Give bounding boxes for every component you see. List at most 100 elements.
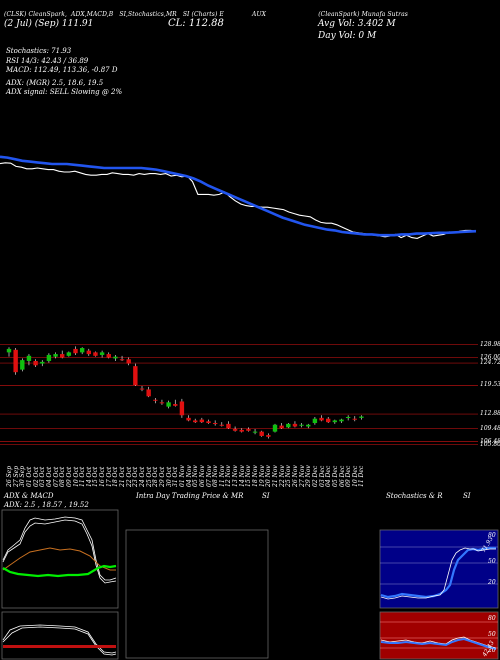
candle-body bbox=[326, 418, 331, 423]
stoch-d-line bbox=[380, 546, 496, 599]
candle-body bbox=[13, 349, 18, 373]
price-label: 112.88 bbox=[480, 410, 500, 418]
candle-body bbox=[299, 424, 304, 426]
candle-body bbox=[173, 404, 178, 406]
candle-body bbox=[212, 423, 218, 425]
rsi-level-20: 20 bbox=[488, 647, 496, 654]
intraday-panel-si: SI bbox=[262, 492, 270, 500]
candles bbox=[6, 346, 364, 439]
candle-body bbox=[40, 361, 45, 364]
rsi-panel bbox=[379, 611, 499, 660]
day-volume: Day Vol: 0 M bbox=[318, 31, 377, 41]
candle-body bbox=[199, 419, 205, 423]
price-chart bbox=[0, 155, 478, 445]
date-label: 05 Dec bbox=[331, 465, 339, 487]
date-label: 06 Nov bbox=[198, 465, 206, 487]
candle-body bbox=[126, 359, 131, 364]
candle-body bbox=[279, 425, 284, 429]
candle-body bbox=[86, 350, 91, 355]
candle-body bbox=[46, 354, 52, 361]
tab-label: AUX bbox=[252, 11, 266, 18]
macd-panel bbox=[1, 611, 119, 660]
price-label: 109.48 bbox=[480, 424, 500, 432]
macd-line bbox=[2, 624, 117, 654]
header-tabs: (CLSK) CleanSpark, ADX,MACD,B SI,Stochas… bbox=[4, 12, 494, 18]
candle-body bbox=[66, 352, 72, 356]
candle-body bbox=[286, 423, 291, 428]
avg-volume: Avg Vol: 3.402 M bbox=[318, 19, 396, 29]
candle-body bbox=[26, 355, 32, 361]
intraday-panel bbox=[125, 529, 269, 659]
candle-body bbox=[33, 360, 38, 366]
candle-body bbox=[319, 417, 324, 421]
stoch-panel-si: SI bbox=[463, 492, 471, 500]
candle-body bbox=[60, 354, 65, 358]
candle-body bbox=[266, 435, 271, 437]
candle-body bbox=[345, 416, 351, 418]
price-label: 124.72 bbox=[480, 359, 500, 367]
candle-body bbox=[146, 389, 151, 397]
adx-readout: ADX: (MGR) 2.5, 18.6, 19.5 bbox=[6, 79, 104, 87]
candle-body bbox=[252, 431, 258, 433]
candle-body bbox=[119, 359, 125, 361]
stoch-level-80: 80 bbox=[488, 532, 496, 539]
candle-body bbox=[232, 429, 238, 431]
candle-body bbox=[312, 418, 318, 424]
stochastics-readout: Stochastics: 71.93 bbox=[6, 47, 72, 55]
price-label: 128.98 bbox=[480, 340, 500, 348]
candle-body bbox=[219, 424, 224, 426]
rsi-level-80: 80 bbox=[488, 615, 496, 622]
candle-body bbox=[139, 388, 145, 390]
candle-body bbox=[20, 360, 25, 370]
rsi-line-2 bbox=[380, 637, 497, 650]
date-label: 02 Dec bbox=[311, 465, 319, 487]
candle-body bbox=[113, 356, 118, 359]
candle-body bbox=[339, 419, 344, 422]
adx-line-2 bbox=[2, 519, 117, 584]
price-label: 105.80 bbox=[480, 440, 500, 448]
moving-average-group bbox=[0, 155, 477, 239]
candle-body bbox=[226, 423, 231, 429]
candle-body bbox=[159, 402, 165, 404]
candle-body bbox=[193, 420, 198, 423]
candle-body bbox=[99, 352, 105, 355]
price-levels bbox=[0, 344, 478, 445]
stoch-level-50: 50 bbox=[488, 558, 496, 565]
candle-body bbox=[79, 348, 85, 353]
date-price: (2 Jul) (Sep) 111.91 bbox=[4, 19, 94, 29]
stoch-panel-title: Stochastics & R bbox=[386, 492, 443, 500]
tab-label: ADX,MACD,B bbox=[71, 11, 114, 18]
candle-body bbox=[53, 354, 58, 357]
adx-orange bbox=[2, 547, 116, 571]
price-line bbox=[0, 162, 477, 239]
price-label: 119.53 bbox=[480, 381, 500, 389]
candle-body bbox=[332, 420, 338, 423]
adx-panel-title: ADX & MACD bbox=[4, 492, 54, 500]
tab-label: (CLSK) CleanSpark, bbox=[4, 11, 67, 18]
candle-body bbox=[186, 417, 191, 421]
date-label: 11 Dec bbox=[358, 465, 366, 487]
candle-body bbox=[359, 416, 364, 418]
stoch-value: 71.93 bbox=[480, 535, 495, 554]
adx-signal: ADX signal: SELL Slowing @ 2% bbox=[6, 88, 123, 96]
date-label: 09 Oct bbox=[65, 466, 73, 487]
price-label: 126.00 bbox=[480, 353, 500, 361]
candle-body bbox=[153, 399, 158, 401]
moving-average-line bbox=[0, 155, 477, 237]
candle-body bbox=[206, 421, 211, 424]
candle-body bbox=[292, 423, 298, 427]
close-price: CL: 112.88 bbox=[168, 18, 224, 29]
candle-body bbox=[239, 429, 244, 432]
macd-readout: MACD: 112.49, 113.36, -0.87 D bbox=[6, 66, 118, 74]
candle-body bbox=[73, 348, 78, 354]
tab-label: (CleanSpark) Munafa Sutras bbox=[318, 11, 408, 18]
tab-label: SI,Stochastics,MR bbox=[119, 11, 177, 18]
candle-body bbox=[352, 418, 357, 420]
candle-body bbox=[179, 401, 185, 416]
stoch-panel bbox=[379, 529, 499, 609]
stoch-k-line bbox=[380, 547, 496, 600]
adx-green bbox=[2, 564, 117, 578]
rsi-readout: RSI 14/3: 42.43 / 36.89 bbox=[6, 57, 89, 65]
date-label: 01 Nov bbox=[178, 465, 186, 487]
adx-line-1 bbox=[2, 516, 117, 581]
